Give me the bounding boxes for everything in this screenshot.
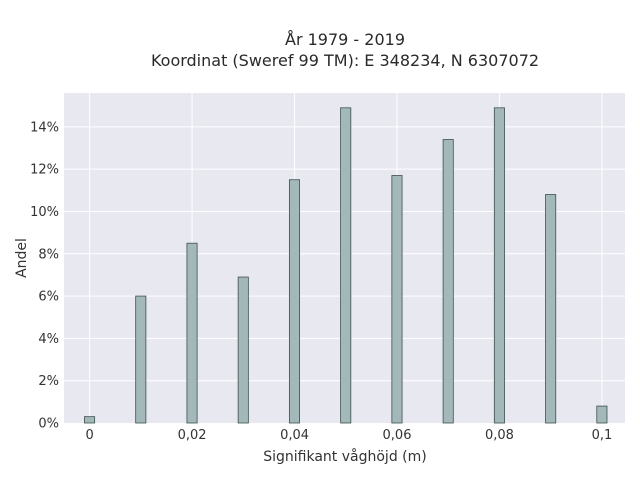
x-tick-label: 0 [85,428,93,443]
x-tick-label: 0,08 [485,428,514,443]
bar [237,276,249,424]
bar [596,405,608,424]
y-tick-label: 6% [38,290,59,305]
x-axis-label: Signifikant våghöjd (m) [263,448,426,465]
y-tick-label: 4% [38,332,59,347]
x-tick-label: 0,04 [280,428,309,443]
bar [135,295,147,424]
y-tick-label: 12% [30,163,59,178]
bar [442,139,454,424]
x-tick-label: 0,1 [592,428,613,443]
chart-title-line2: Koordinat (Sweref 99 TM): E 348234, N 63… [151,51,539,70]
bar [493,107,505,424]
bar [288,179,300,424]
bar [545,194,557,424]
x-axis-ticks: 0 0,02 0,04 0,06 0,08 0,1 [85,428,612,443]
x-tick-label: 0,02 [178,428,207,443]
chart-title-line1: År 1979 - 2019 [285,30,405,49]
bar [340,107,352,424]
bar [186,242,198,424]
bars [84,107,608,424]
y-tick-label: 10% [30,205,59,220]
y-axis-ticks: 0% 2% 4% 6% 8% 10% 12% 14% [30,120,59,431]
y-tick-label: 14% [30,120,59,135]
y-tick-label: 2% [38,374,59,389]
x-tick-label: 0,06 [383,428,412,443]
y-tick-label: 8% [38,247,59,262]
y-axis-label: Andel [14,238,30,278]
bar [84,416,96,424]
bar [391,175,403,424]
y-tick-label: 0% [38,417,59,432]
